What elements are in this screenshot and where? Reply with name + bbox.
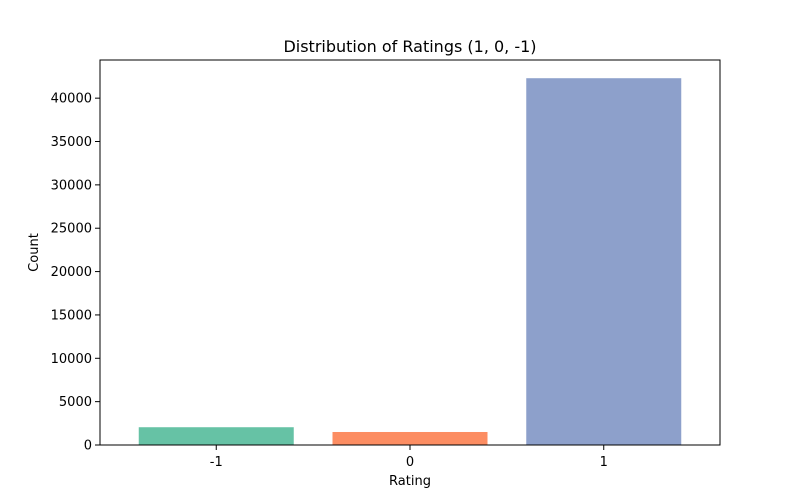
y-tick-label-20000: 20000 (51, 265, 92, 280)
chart-title: Distribution of Ratings (1, 0, -1) (283, 37, 536, 56)
y-tick-label-10000: 10000 (51, 352, 92, 367)
x-tick-label--1: -1 (210, 455, 223, 470)
plot-frame (99, 59, 721, 446)
x-tick-label-0: 0 (406, 455, 414, 470)
bar-0 (332, 431, 488, 445)
y-tick-label-30000: 30000 (51, 178, 92, 193)
x-axis: -1 0 1 (210, 445, 608, 470)
x-axis-label: Rating (389, 474, 431, 489)
x-tick-label-1: 1 (600, 455, 608, 470)
y-tick-label-5000: 5000 (59, 395, 92, 410)
y-axis-label: Count (27, 233, 42, 272)
y-tick-label-0: 0 (84, 439, 92, 454)
y-axis: 0 5000 10000 15000 20000 25000 30000 35000 40000 (51, 92, 100, 454)
bar--1 (138, 427, 294, 445)
y-tick-label-25000: 25000 (51, 222, 92, 237)
bars-layer (138, 78, 682, 445)
y-tick-label-15000: 15000 (51, 308, 92, 323)
y-tick-label-35000: 35000 (51, 135, 92, 150)
bar-1 (526, 78, 682, 445)
y-tick-label-40000: 40000 (51, 92, 92, 107)
